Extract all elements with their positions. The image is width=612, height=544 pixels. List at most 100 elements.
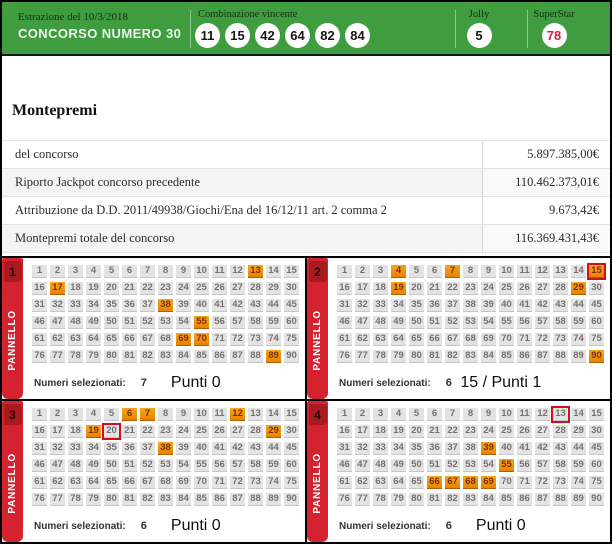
number-cell: 87 — [230, 350, 245, 363]
number-cell-selected: 39 — [481, 442, 496, 455]
number-cell: 33 — [68, 299, 83, 312]
number-cell: 71 — [212, 333, 227, 346]
number-cell-selected: 67 — [445, 476, 460, 489]
number-cell: 70 — [499, 476, 514, 489]
number-cell: 90 — [589, 493, 604, 506]
number-cell: 43 — [553, 299, 568, 312]
number-cell: 80 — [104, 350, 119, 363]
number-cell: 75 — [284, 333, 299, 346]
number-cell: 32 — [50, 299, 65, 312]
draw-info: Estrazione del 10/3/2018 CONCORSO NUMERO… — [18, 11, 181, 41]
panel-number-badge: 1 — [3, 261, 22, 282]
draw-header: Estrazione del 10/3/2018 CONCORSO NUMERO… — [2, 2, 610, 56]
number-cell: 63 — [68, 333, 83, 346]
number-cell: 64 — [391, 476, 406, 489]
number-cell: 59 — [571, 459, 586, 472]
number-cell: 26 — [212, 425, 227, 438]
number-cell: 54 — [481, 316, 496, 329]
number-cell: 28 — [553, 282, 568, 295]
number-cell: 51 — [122, 316, 137, 329]
number-cell: 11 — [517, 265, 532, 278]
number-cell: 28 — [248, 282, 263, 295]
number-cell: 6 — [427, 408, 442, 421]
number-cell: 1 — [32, 408, 47, 421]
number-cell: 55 — [499, 316, 514, 329]
number-cell: 80 — [104, 493, 119, 506]
winning-number-ball: 82 — [315, 23, 340, 48]
number-cell: 79 — [391, 350, 406, 363]
number-cell: 34 — [86, 442, 101, 455]
header-divider — [527, 10, 528, 48]
number-cell: 13 — [551, 406, 570, 423]
number-cell: 25 — [194, 425, 209, 438]
number-cell: 57 — [230, 459, 245, 472]
number-cell: 66 — [122, 476, 137, 489]
number-cell: 5 — [409, 265, 424, 278]
number-cell: 53 — [463, 316, 478, 329]
number-cell: 65 — [409, 476, 424, 489]
number-cell: 87 — [535, 493, 550, 506]
number-cell: 48 — [373, 459, 388, 472]
number-cell: 32 — [355, 299, 370, 312]
number-cell: 6 — [427, 265, 442, 278]
number-cell: 50 — [409, 459, 424, 472]
number-cell: 57 — [535, 459, 550, 472]
number-cell: 6 — [122, 265, 137, 278]
number-cell: 78 — [373, 350, 388, 363]
number-cell: 54 — [176, 459, 191, 472]
number-cell: 59 — [266, 459, 281, 472]
number-cell: 78 — [373, 493, 388, 506]
number-cell: 18 — [373, 425, 388, 438]
number-cell: 10 — [499, 265, 514, 278]
number-cell: 17 — [355, 425, 370, 438]
panel-strip: 1 PANNELLO — [2, 258, 23, 399]
number-cell: 15 — [284, 265, 299, 278]
number-cell: 47 — [50, 316, 65, 329]
number-cell: 76 — [32, 493, 47, 506]
number-cell: 44 — [266, 442, 281, 455]
number-cell: 71 — [517, 333, 532, 346]
panel: 1 PANNELLO 1 2 3 4 5 6 7 8 9 10 11 12 13 14 15 16 17 18 19… — [2, 258, 305, 399]
number-cell: 34 — [391, 299, 406, 312]
number-cell: 15 — [589, 408, 604, 421]
number-cell: 67 — [140, 476, 155, 489]
montepremi-row-label: Attribuzione da D.D. 2011/49938/Giochi/E… — [15, 203, 387, 217]
panel: 2 PANNELLO 1 2 3 4 5 6 7 8 9 10 11 12 13 14 15 16 17 18 19… — [307, 258, 610, 399]
number-cell: 12 — [230, 265, 245, 278]
jolly-label: Jolly — [468, 9, 490, 20]
winning-number-ball: 11 — [195, 23, 220, 48]
number-cell: 38 — [463, 299, 478, 312]
number-cell: 5 — [104, 408, 119, 421]
number-cell: 39 — [481, 299, 496, 312]
number-cell: 71 — [212, 476, 227, 489]
panel-footer: Numeri selezionati: 6 Punti 0 — [32, 514, 305, 538]
number-cell: 55 — [194, 459, 209, 472]
number-cell: 30 — [284, 425, 299, 438]
number-cell: 35 — [409, 299, 424, 312]
number-cell-selected: 6 — [122, 408, 137, 421]
number-cell: 35 — [104, 299, 119, 312]
number-cell: 20 — [102, 423, 121, 440]
number-cell: 27 — [535, 425, 550, 438]
number-cell: 24 — [481, 425, 496, 438]
number-cell: 89 — [266, 493, 281, 506]
panel-strip: 3 PANNELLO — [2, 401, 23, 542]
number-cell: 37 — [140, 299, 155, 312]
number-cell: 5 — [409, 408, 424, 421]
number-cell: 77 — [50, 493, 65, 506]
number-cell: 40 — [499, 299, 514, 312]
number-cell: 56 — [212, 316, 227, 329]
panel-strip-label: PANNELLO — [312, 453, 323, 514]
number-cell: 73 — [553, 476, 568, 489]
number-cell: 37 — [445, 299, 460, 312]
number-cell: 85 — [499, 493, 514, 506]
number-cell: 70 — [194, 476, 209, 489]
number-cell: 75 — [589, 333, 604, 346]
number-cell: 54 — [176, 316, 191, 329]
number-cell: 88 — [553, 350, 568, 363]
number-cell: 74 — [266, 476, 281, 489]
number-cell: 81 — [122, 350, 137, 363]
number-cell: 83 — [158, 493, 173, 506]
number-cell: 74 — [266, 333, 281, 346]
number-cell: 75 — [284, 476, 299, 489]
